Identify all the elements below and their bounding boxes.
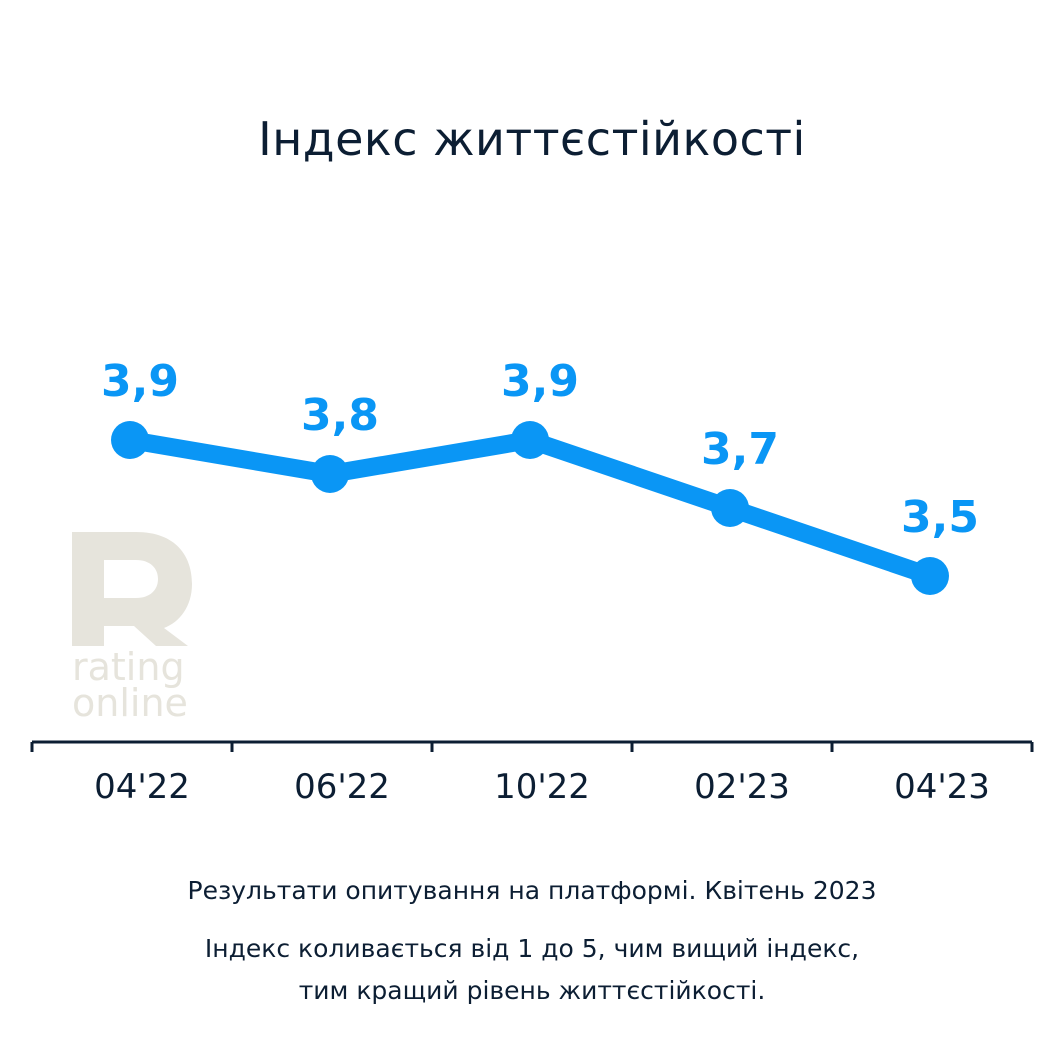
logo-r-mark [72, 532, 192, 646]
logo-text-rating: rating [72, 645, 185, 689]
data-point [511, 421, 549, 459]
footnote-scale-line-2: тим кращий рівень життєстійкості. [298, 976, 766, 1005]
footnote-scale-line-1: Індекс коливається від 1 до 5, чим вищий… [204, 934, 860, 963]
footnote-source: Результати опитування на платформі. Квіт… [187, 876, 877, 905]
x-tick-label: 06'22 [294, 767, 390, 807]
data-label: 3,9 [101, 356, 179, 407]
logo-text-online: online [72, 681, 188, 725]
data-point [911, 557, 949, 595]
data-point [311, 455, 349, 493]
data-point [111, 421, 149, 459]
data-label: 3,5 [901, 492, 979, 543]
data-point [711, 489, 749, 527]
x-tick-label: 10'22 [494, 767, 590, 807]
data-label: 3,7 [701, 424, 779, 475]
x-tick-label: 04'23 [894, 767, 990, 807]
data-label: 3,9 [501, 356, 579, 407]
data-label: 3,8 [301, 390, 379, 441]
x-tick-label: 04'22 [94, 767, 190, 807]
series-line [121, 431, 939, 585]
x-tick-label: 02'23 [694, 767, 790, 807]
chart-title: Індекс життєстійкості [258, 112, 806, 166]
rating-online-logo: rating online [72, 532, 192, 725]
